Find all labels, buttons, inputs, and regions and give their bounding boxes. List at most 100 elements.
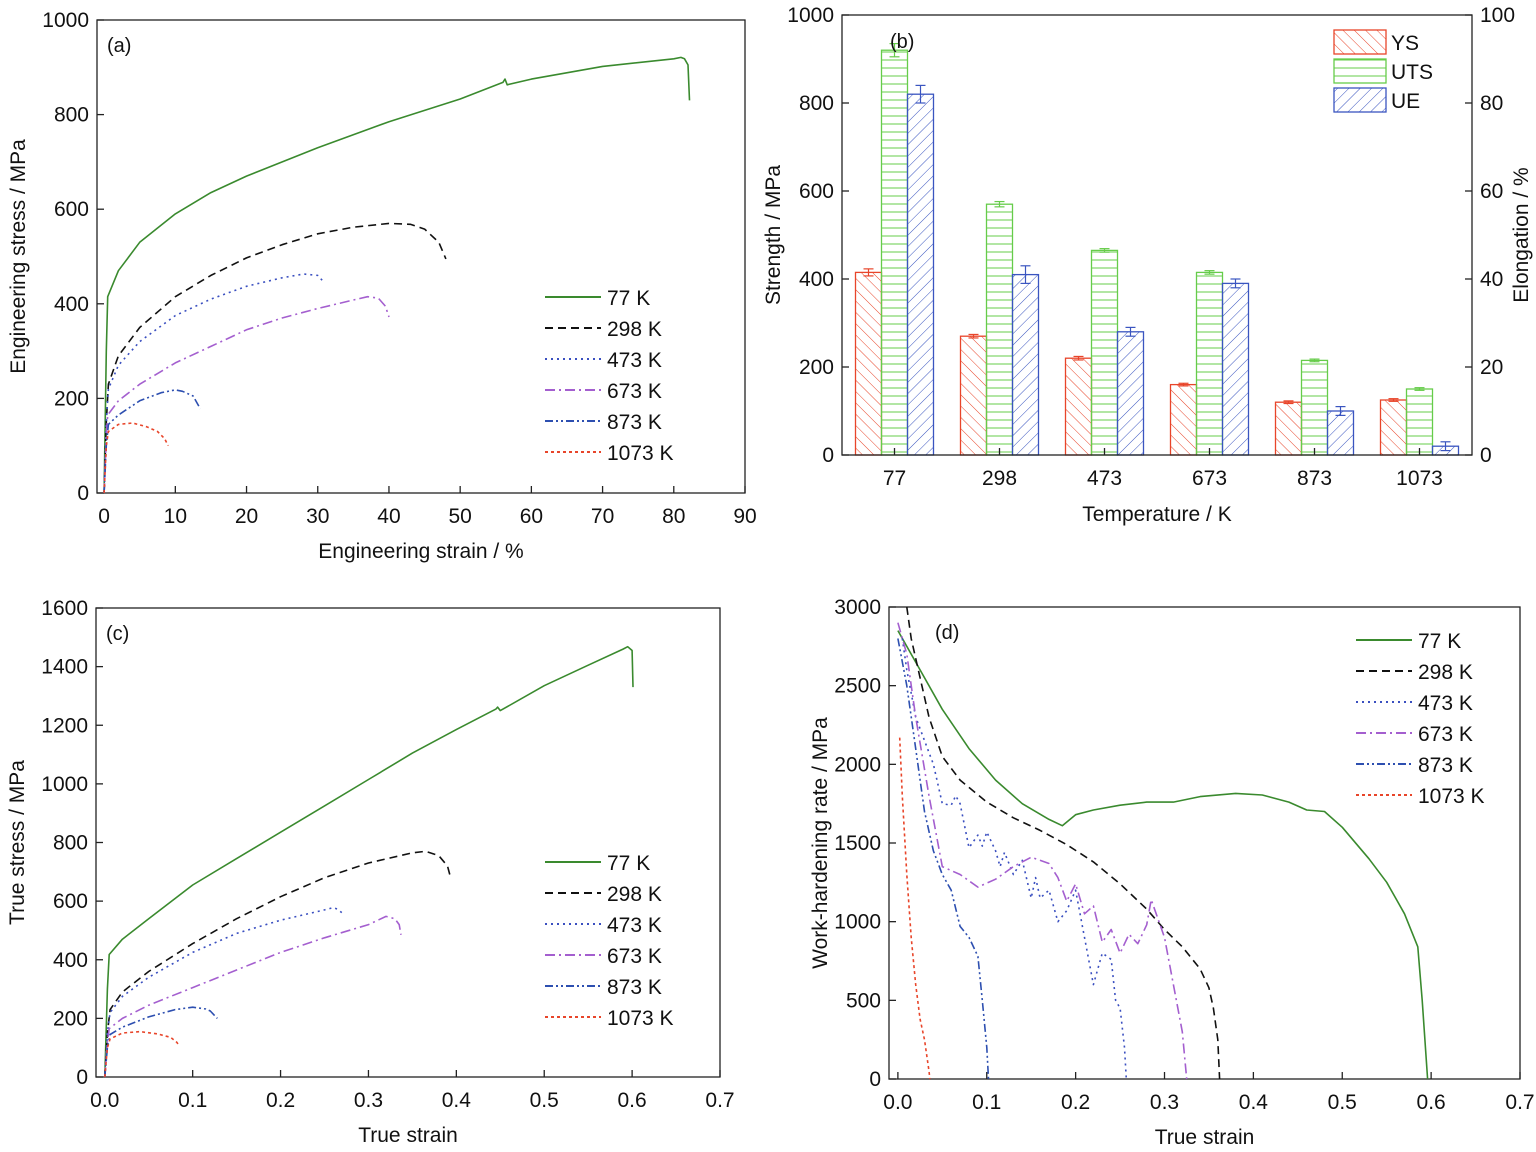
x-axis-title: True strain (358, 1124, 458, 1147)
legend-swatch-ys (1333, 29, 1387, 55)
x-tick-label: 0.0 (90, 1089, 119, 1112)
bar-uts (1195, 271, 1224, 456)
y-tick-label: 600 (799, 180, 834, 203)
panel-b-strength-elongation-bars: 77 298 473 673 873 1073 0 200 400 600 800 1000 0 20 40… (762, 4, 1533, 526)
legend-label: 873 K (607, 411, 662, 434)
x-tick-label: 77 (883, 467, 906, 490)
legend-swatch-ue (1333, 87, 1387, 113)
bar-ys (959, 335, 988, 456)
panel-label: (b) (890, 31, 914, 53)
series-line-473k (103, 273, 324, 494)
x-tick-label: 10 (164, 505, 187, 528)
legend-label: YS (1391, 32, 1419, 55)
x-tick-label: 0.5 (530, 1089, 559, 1112)
x-tick-label: 0.2 (266, 1089, 295, 1112)
series-line-473k (901, 638, 1128, 1080)
series-line-673k (104, 915, 402, 1078)
y-tick-label: 400 (53, 949, 88, 972)
legend-label: UTS (1391, 61, 1433, 84)
panel-a-engineering-stress-strain: 0 10 20 30 40 50 60 70 80 90 0 200 400 600 800 1000 Engi… (7, 9, 757, 563)
x-tick-label: 0.4 (1239, 1091, 1269, 1114)
bar-ue (906, 93, 935, 456)
y-tick-label: 400 (799, 268, 834, 291)
y-right-tick-label: 0 (1480, 444, 1492, 467)
legend-label: UE (1391, 90, 1420, 113)
bar-ys (854, 271, 883, 456)
y-tick-label: 1000 (834, 911, 881, 934)
x-tick-label: 60 (520, 505, 543, 528)
series-line-1073k (898, 737, 931, 1080)
bar-ys (1379, 399, 1408, 456)
x-tick-label: 0.3 (354, 1089, 383, 1112)
y-tick-label: 1600 (41, 597, 88, 620)
series-line-77k (103, 56, 691, 494)
y-tick-label: 600 (54, 198, 89, 221)
x-tick-label: 0.2 (1061, 1091, 1090, 1114)
bar-ue (1116, 331, 1145, 456)
bar-uts (1090, 249, 1119, 456)
x-tick-label: 0.7 (705, 1089, 734, 1112)
legend-label: 77 K (607, 852, 650, 875)
y-tick-label: 600 (53, 890, 88, 913)
legend-label: 298 K (607, 883, 662, 906)
y-tick-label: 1000 (42, 9, 89, 32)
plot-frame (96, 19, 746, 494)
y-axis-title: Strength / MPa (762, 165, 785, 305)
series-line-673k (897, 622, 1188, 1080)
bar-uts (880, 49, 909, 456)
bar-ue (1326, 410, 1355, 456)
y-tick-label: 0 (822, 444, 834, 467)
bar-uts (985, 203, 1014, 456)
x-axis-title: Engineering strain / % (318, 540, 523, 563)
x-tick-label: 0.4 (442, 1089, 472, 1112)
y-tick-label: 500 (846, 989, 881, 1012)
legend-label: 298 K (1418, 661, 1473, 684)
bar-ue (1011, 273, 1040, 456)
legend-label: 77 K (1418, 630, 1461, 653)
legend-label: 873 K (607, 976, 662, 999)
y-axis-title: Work-hardening rate / MPa (809, 717, 832, 969)
series-line-298k (103, 222, 447, 494)
x-tick-label: 298 (982, 467, 1017, 490)
x-tick-label: 20 (235, 505, 258, 528)
y-right-tick-label: 100 (1480, 4, 1515, 27)
bar-uts (1405, 388, 1434, 456)
x-tick-label: 0 (98, 505, 110, 528)
bar-ys (1274, 401, 1303, 456)
y-tick-label: 3000 (834, 596, 881, 619)
x-tick-label: 40 (377, 505, 400, 528)
y-tick-label: 1200 (41, 714, 88, 737)
legend-label: 873 K (1418, 754, 1473, 777)
x-tick-label: 0.5 (1328, 1091, 1357, 1114)
y-axis-title: Engineering stress / MPa (7, 139, 30, 374)
y-tick-label: 1500 (834, 832, 881, 855)
series-line-873k (104, 1006, 218, 1078)
y-tick-label: 400 (54, 293, 89, 316)
legend-label: 298 K (607, 318, 662, 341)
x-tick-label: 473 (1087, 467, 1122, 490)
y-tick-label: 1400 (41, 656, 88, 679)
legend-label: 1073 K (607, 442, 674, 465)
x-tick-label: 0.6 (1417, 1091, 1446, 1114)
x-tick-label: 80 (662, 505, 685, 528)
panel-d-work-hardening-rate: 0.0 0.1 0.2 0.3 0.4 0.5 0.6 0.7 0 500 1000 1500 2000… (809, 596, 1535, 1149)
x-tick-label: 0.0 (883, 1091, 912, 1114)
y-tick-label: 800 (53, 832, 88, 855)
x-tick-label: 873 (1297, 467, 1332, 490)
panel-label: (d) (935, 622, 959, 644)
x-tick-label: 0.1 (972, 1091, 1001, 1114)
legend-swatch-uts (1333, 58, 1387, 84)
y-tick-label: 0 (77, 482, 89, 505)
legend-label: 673 K (607, 380, 662, 403)
plot-frame (841, 14, 1473, 456)
series-line-1073k (103, 422, 169, 494)
x-tick-label: 673 (1192, 467, 1227, 490)
y-tick-label: 200 (53, 1007, 88, 1030)
series-line-673k (103, 295, 390, 494)
x-tick-label: 50 (448, 505, 471, 528)
x-axis-title: True strain (1155, 1126, 1255, 1149)
legend-label: 473 K (1418, 692, 1473, 715)
y-tick-label: 800 (54, 104, 89, 127)
x-tick-label: 0.3 (1150, 1091, 1179, 1114)
